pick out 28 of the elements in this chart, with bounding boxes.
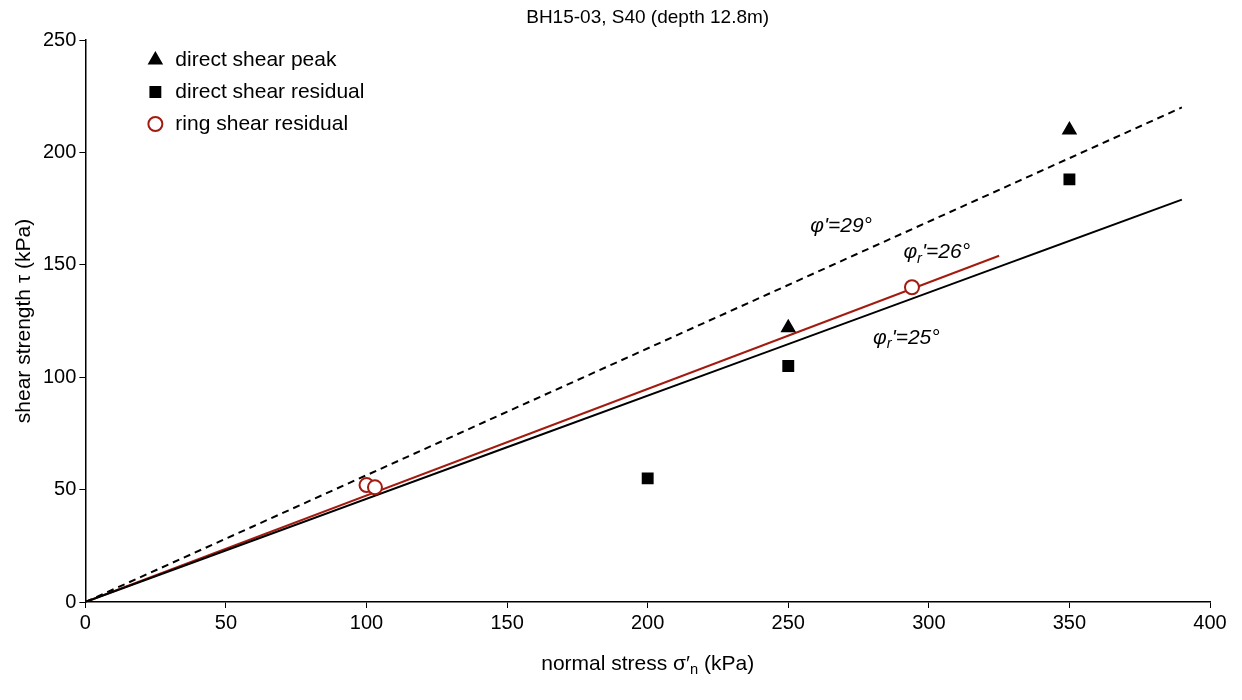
point — [782, 360, 795, 372]
point — [1062, 121, 1077, 135]
point — [641, 472, 654, 485]
x-tick-label: 400 — [1193, 610, 1227, 633]
annotation: φ'=29° — [810, 213, 872, 237]
point — [903, 279, 920, 296]
x-tick-label: 100 — [349, 610, 384, 633]
legend-label: direct shear peak — [175, 46, 337, 70]
y-tick-label: 100 — [42, 364, 77, 387]
point — [1063, 173, 1076, 186]
point — [366, 479, 383, 496]
y-tick-label: 200 — [42, 139, 77, 162]
y-tick-label: 250 — [42, 27, 77, 50]
x-tick-label: 250 — [771, 610, 805, 633]
x-tick-label: 300 — [912, 610, 946, 633]
y-tick-label: 50 — [54, 477, 77, 500]
point — [781, 319, 796, 333]
x-tick-label: 350 — [1052, 610, 1087, 633]
y-tick-label: 150 — [42, 252, 77, 275]
y-tick-label: 0 — [65, 589, 77, 612]
chart-title: BH15-03, S40 (depth 12.8m) — [526, 6, 770, 28]
legend-label: direct shear residual — [175, 78, 365, 102]
x-tick-label: 50 — [214, 610, 238, 633]
x-tick-label: 150 — [490, 610, 524, 633]
y-axis-title: shear strength τ (kPa) — [10, 218, 34, 424]
legend-label: ring shear residual — [175, 110, 349, 134]
x-tick-label: 200 — [631, 610, 665, 633]
x-tick-label: 0 — [79, 610, 91, 633]
